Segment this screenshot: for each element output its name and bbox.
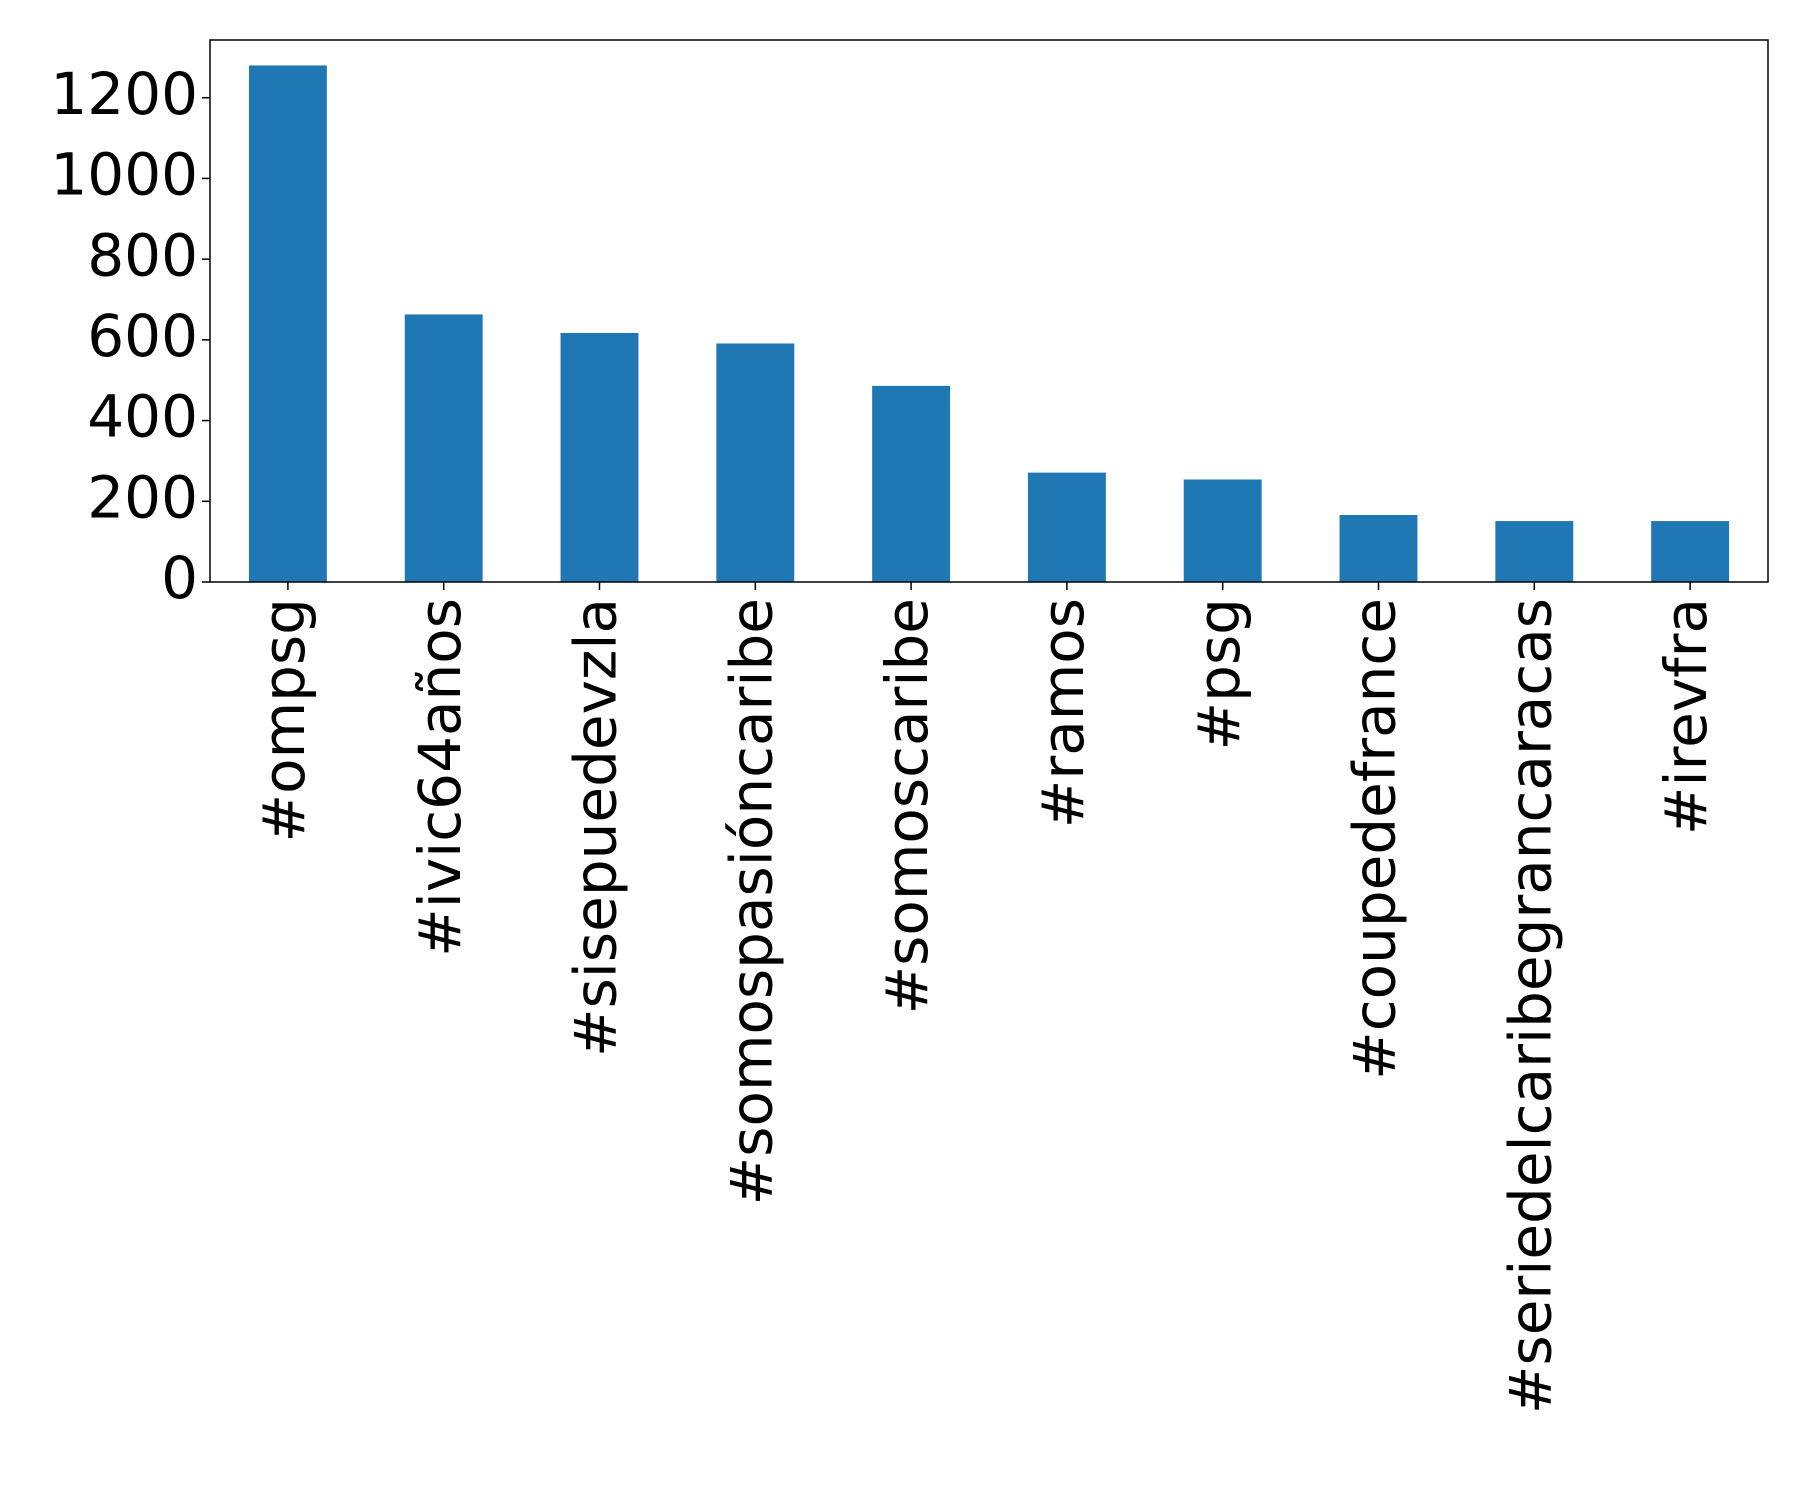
bar [1651,521,1730,582]
y-tick-label: 600 [87,302,198,370]
y-tick-label: 800 [87,221,198,289]
y-tick-label: 1000 [50,141,198,209]
x-tick-label: #somospasióncaribe [717,598,785,1205]
bar [872,385,951,582]
x-tick-label: #ivic64años [406,598,474,957]
plot-frame [209,39,1769,583]
bar [1183,479,1262,582]
y-tick-label: 0 [161,544,198,612]
x-tick-label: #irevfra [1652,598,1720,835]
bar [560,332,639,582]
bar [404,314,483,582]
bar [1027,472,1106,582]
x-tick-label: #somoscaribe [873,598,941,1014]
x-tick-label: #sisepuedevzla [562,598,630,1057]
x-tick-label: #ompsg [250,598,318,842]
y-tick-label: 1200 [50,60,198,128]
x-tick-label: #ramos [1029,598,1097,828]
bar [1339,515,1418,582]
y-tick-label: 400 [87,383,198,451]
bar [248,65,327,582]
x-tick-label: #coupedefrance [1341,598,1409,1080]
bar [716,343,795,582]
y-tick-label: 200 [87,463,198,531]
bar [1495,521,1574,582]
x-tick-label: #psg [1185,598,1253,750]
x-tick-label: #seriedelcaribegrancaracas [1496,598,1564,1414]
